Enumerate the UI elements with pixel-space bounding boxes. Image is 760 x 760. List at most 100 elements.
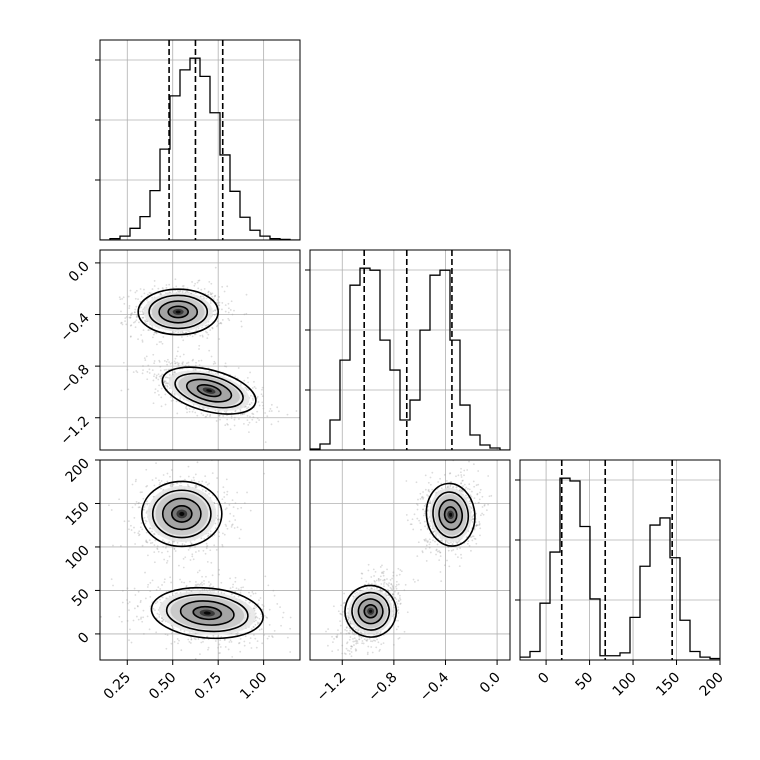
scatter-point <box>428 523 431 525</box>
scatter-point <box>203 580 205 582</box>
scatter-point <box>204 475 207 478</box>
scatter-point <box>239 413 242 416</box>
scatter-point <box>366 639 368 642</box>
scatter-point <box>204 416 207 418</box>
scatter-point <box>168 283 171 286</box>
scatter-point <box>341 610 344 613</box>
joint-panel-p0-p2 <box>99 459 301 661</box>
scatter-point <box>395 580 398 583</box>
scatter-point <box>161 596 164 599</box>
scatter-point <box>349 623 352 625</box>
scatter-point <box>348 632 351 635</box>
scatter-point <box>331 635 333 638</box>
scatter-point <box>152 607 155 610</box>
scatter-point <box>387 583 389 586</box>
scatter-point <box>198 279 201 282</box>
scatter-point <box>173 393 176 396</box>
scatter-point <box>157 586 160 589</box>
scatter-point <box>403 589 406 592</box>
scatter-point <box>263 472 266 475</box>
scatter-point <box>261 603 264 606</box>
scatter-point <box>144 597 147 600</box>
scatter-point <box>347 632 350 634</box>
scatter-point <box>460 482 463 485</box>
scatter-point <box>384 592 387 594</box>
scatter-point <box>137 338 139 341</box>
scatter-point <box>223 496 226 498</box>
scatter-point <box>231 586 234 589</box>
scatter-point <box>256 397 258 399</box>
scatter-point <box>473 497 476 500</box>
scatter-point <box>478 524 481 526</box>
scatter-point <box>207 581 210 583</box>
scatter-point <box>214 294 217 297</box>
scatter-point <box>139 288 142 290</box>
scatter-point <box>162 381 165 384</box>
scatter-point <box>182 331 184 334</box>
scatter-point <box>205 542 208 545</box>
scatter-point <box>366 587 369 590</box>
scatter-point <box>152 402 155 405</box>
scatter-point <box>127 295 130 298</box>
scatter-point <box>214 266 217 269</box>
scatter-point <box>211 472 214 475</box>
scatter-point <box>191 359 194 362</box>
joint-panel-p1-p2 <box>309 459 511 661</box>
scatter-point <box>161 620 163 623</box>
density-level <box>175 310 181 314</box>
scatter-point <box>143 292 146 295</box>
scatter-point <box>341 613 344 616</box>
scatter-point <box>201 575 203 578</box>
scatter-point <box>367 582 370 585</box>
scatter-point <box>398 573 401 576</box>
scatter-point <box>195 581 197 583</box>
scatter-point <box>127 520 130 523</box>
scatter-point <box>355 640 358 643</box>
scatter-point <box>348 650 351 652</box>
scatter-point <box>133 526 135 529</box>
scatter-point <box>207 290 210 293</box>
scatter-point <box>173 547 176 550</box>
scatter-point <box>249 403 251 406</box>
scatter-point <box>239 592 242 594</box>
scatter-point <box>142 497 145 500</box>
scatter-point <box>206 337 209 340</box>
scatter-point <box>218 531 221 534</box>
scatter-point <box>143 357 146 360</box>
scatter-point <box>227 302 230 305</box>
scatter-point <box>419 498 422 500</box>
scatter-point <box>222 486 225 489</box>
scatter-point <box>131 483 134 486</box>
scatter-point <box>124 320 126 323</box>
scatter-point <box>143 633 145 635</box>
scatter-point <box>148 539 151 542</box>
scatter-point <box>200 537 203 540</box>
scatter-point <box>187 475 190 478</box>
scatter-point <box>351 590 353 593</box>
scatter-point <box>249 415 251 418</box>
contour-line-0 <box>141 480 223 548</box>
scatter-point <box>154 391 156 394</box>
scatter-point <box>351 645 353 648</box>
scatter-point <box>187 548 190 551</box>
scatter-point <box>231 523 234 526</box>
scatter-point <box>256 417 259 420</box>
scatter-point <box>346 641 349 644</box>
scatter-point <box>181 543 184 545</box>
scatter-point <box>254 612 257 615</box>
scatter-point <box>396 609 399 612</box>
scatter-point <box>141 491 143 494</box>
contour-line-1 <box>151 489 212 539</box>
scatter-point <box>399 602 402 605</box>
scatter-point <box>479 491 481 494</box>
scatter-point <box>209 530 212 533</box>
scatter-point <box>198 344 201 347</box>
density-level <box>179 511 185 516</box>
scatter-point <box>163 380 165 382</box>
scatter-point <box>158 483 161 486</box>
scatter-point <box>226 493 228 496</box>
scatter-point <box>246 491 248 494</box>
scatter-point <box>368 637 371 640</box>
scatter-point <box>373 580 376 582</box>
scatter-point <box>380 583 383 585</box>
